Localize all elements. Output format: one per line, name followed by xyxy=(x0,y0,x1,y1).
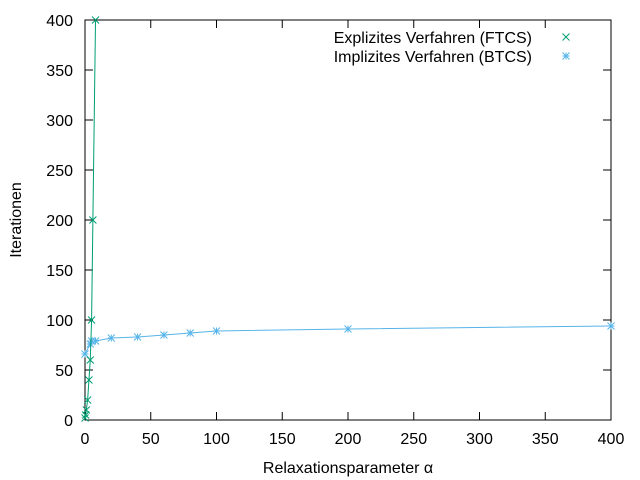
data-point-btcs xyxy=(81,350,89,358)
y-tick-label: 200 xyxy=(46,213,73,230)
data-point-btcs xyxy=(607,322,615,330)
plot-frame xyxy=(84,19,612,421)
y-axis-label: Iterationen xyxy=(8,182,25,258)
y-tick-label: 300 xyxy=(46,113,73,130)
legend-marker-btcs xyxy=(562,52,570,60)
data-point-ftcs xyxy=(82,406,91,414)
data-point-ftcs xyxy=(85,376,93,384)
data-point-btcs xyxy=(344,325,352,333)
y-tick-label: 150 xyxy=(46,263,73,280)
data-point-ftcs xyxy=(86,356,95,364)
legend-label-btcs: Implizites Verfahren (BTCS) xyxy=(334,49,532,66)
data-point-ftcs xyxy=(81,414,89,422)
x-tick-label: 50 xyxy=(142,431,160,448)
series-btcs xyxy=(81,322,615,358)
y-tick-label: 50 xyxy=(55,363,73,380)
plot-area xyxy=(84,19,612,421)
legend-label-ftcs: Explizites Verfahren (FTCS) xyxy=(334,30,532,47)
legend: Explizites Verfahren (FTCS) Implizites V… xyxy=(334,30,570,66)
x-tick-label: 350 xyxy=(532,431,559,448)
x-axis-label: Relaxationsparameter α xyxy=(263,460,433,477)
y-tick-label: 100 xyxy=(46,313,73,330)
series-layer xyxy=(81,16,615,422)
x-tick-label: 400 xyxy=(598,431,625,448)
data-point-btcs xyxy=(91,337,100,345)
y-tick-label: 400 xyxy=(46,13,73,30)
data-point-btcs xyxy=(107,334,116,342)
data-point-btcs xyxy=(212,327,221,335)
x-tick-label: 200 xyxy=(335,431,362,448)
x-tick-label: 250 xyxy=(400,431,427,448)
legend-marker-ftcs xyxy=(562,33,570,41)
tick-group: 0 50 100 150 200 250 300 350 400 0 50 100 150 200 250 3… xyxy=(46,13,624,448)
data-point-ftcs xyxy=(91,16,100,24)
x-tick-label: 100 xyxy=(203,431,230,448)
data-point-ftcs xyxy=(87,316,96,324)
series-ftcs xyxy=(81,16,100,422)
data-point-ftcs xyxy=(83,396,92,404)
data-point-btcs xyxy=(133,333,142,341)
data-point-btcs xyxy=(186,329,195,337)
y-tick-label: 250 xyxy=(46,163,73,180)
x-tick-label: 300 xyxy=(466,431,493,448)
y-tick-label: 0 xyxy=(64,413,73,430)
x-tick-label: 150 xyxy=(269,431,296,448)
x-tick-label: 0 xyxy=(81,431,90,448)
data-point-ftcs xyxy=(89,216,97,224)
y-tick-label: 350 xyxy=(46,63,73,80)
data-point-btcs xyxy=(160,331,168,339)
